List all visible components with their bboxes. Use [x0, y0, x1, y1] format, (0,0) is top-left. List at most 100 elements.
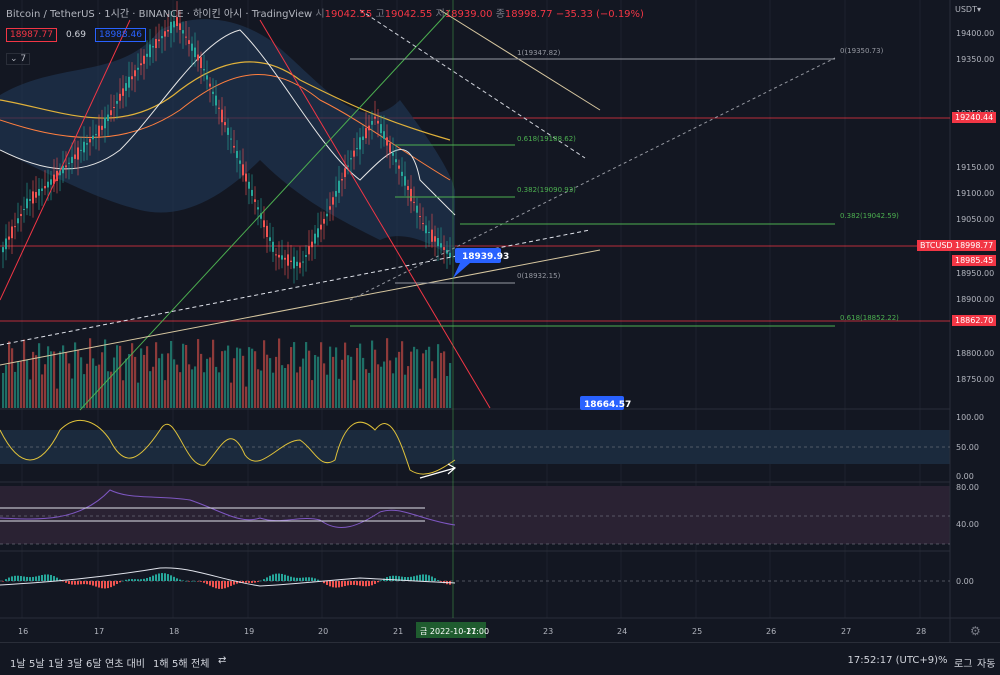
volume-bar: [371, 340, 374, 408]
macd-bar: [131, 579, 133, 581]
volume-bar: [320, 342, 323, 408]
candle: [419, 215, 421, 217]
osc2-tick: 80.00: [956, 483, 979, 492]
macd-bar: [203, 581, 205, 583]
volume-bar: [341, 359, 344, 408]
candle: [293, 256, 295, 269]
macd-bar: [200, 581, 202, 582]
candle: [425, 225, 427, 234]
volume-bar: [254, 351, 257, 408]
volume-bar: [32, 351, 35, 408]
date-range-icon[interactable]: ⇄: [218, 655, 227, 666]
macd-bar: [134, 579, 136, 581]
volume-bar: [65, 352, 68, 408]
sell-chip[interactable]: 18987.77: [6, 28, 57, 42]
buy-chip[interactable]: 18988.46: [95, 28, 146, 42]
candle: [113, 106, 115, 109]
volume-bar: [359, 343, 362, 408]
candle: [29, 199, 31, 201]
macd-bar: [281, 573, 283, 581]
macd-bar: [410, 576, 412, 581]
macd-bar: [224, 581, 226, 589]
macd-bar: [191, 580, 193, 582]
close-label: 종: [495, 9, 505, 20]
auto-toggle[interactable]: 자동: [977, 659, 996, 670]
candle: [275, 254, 277, 256]
candle: [14, 226, 16, 228]
log-toggle[interactable]: 로그: [954, 659, 973, 670]
candle: [350, 158, 352, 160]
candle: [41, 188, 43, 191]
volume-bar: [113, 357, 116, 408]
timeframe-button[interactable]: 연초 대비: [105, 659, 145, 670]
trend-green[interactable]: [79, 9, 451, 411]
candle: [65, 165, 67, 168]
timeframe-button[interactable]: 3달: [67, 659, 83, 670]
macd-bar: [425, 574, 427, 581]
percent-toggle[interactable]: %: [938, 655, 948, 666]
volume-bar: [26, 359, 29, 408]
settings-gear-icon[interactable]: ⚙: [970, 624, 981, 638]
macd-bar: [371, 581, 373, 586]
candle: [92, 135, 94, 140]
trend-red-1[interactable]: [0, 19, 131, 301]
price-tick: 19150.00: [956, 163, 994, 172]
currency-label[interactable]: USDT▾: [955, 5, 981, 14]
volume-bar: [347, 355, 350, 408]
timeframe-button[interactable]: 5날: [29, 659, 45, 670]
symbol-title[interactable]: Bitcoin / TetherUS · 1시간 · BINANCE · 하이킨…: [6, 9, 313, 20]
macd-bar: [221, 581, 223, 589]
volume-bar: [266, 354, 269, 408]
macd-bar: [86, 581, 88, 585]
timeframe-button[interactable]: 1달: [48, 659, 64, 670]
candle: [347, 165, 349, 167]
candle: [434, 236, 436, 242]
candle: [254, 199, 256, 202]
trend-red-2[interactable]: [259, 19, 491, 409]
time-tick: 17: [94, 627, 104, 636]
main-chart-svg[interactable]: 1(19347.82) 0(19350.73) 0.618(19188.62) …: [0, 0, 1000, 642]
volume-bar: [353, 380, 356, 408]
candle: [158, 39, 160, 42]
candle: [212, 91, 214, 94]
candle: [89, 138, 91, 143]
macd-bar: [317, 579, 319, 581]
volume-bar: [158, 358, 161, 408]
macd-bar: [5, 579, 7, 581]
fib-label-0-top: 0(19350.73): [840, 47, 884, 55]
macd-bar: [8, 577, 10, 581]
trend-beige[interactable]: [0, 249, 601, 366]
volume-bar: [407, 366, 410, 408]
candle: [59, 170, 61, 176]
candle: [77, 147, 79, 160]
collapse-indicators-button[interactable]: ⌄ 7: [6, 53, 31, 65]
timeframe-button[interactable]: 5해: [172, 659, 188, 670]
candle: [74, 154, 76, 159]
macd-bar: [389, 576, 391, 581]
volume-bar: [143, 354, 146, 408]
volume-bar: [50, 351, 53, 408]
macd-bar: [50, 574, 52, 581]
timeframe-button[interactable]: 6달: [86, 659, 102, 670]
candle: [53, 174, 55, 184]
trend-grey-dashed[interactable]: [349, 57, 836, 301]
trend-dashed-down[interactable]: [359, 9, 586, 159]
volume-bar: [233, 358, 236, 408]
candle: [155, 39, 157, 49]
trend-beige-down[interactable]: [439, 9, 601, 111]
price-tick: 19400.00: [956, 29, 994, 38]
volume-bar: [245, 386, 248, 408]
macd-bar: [242, 581, 244, 583]
candle: [50, 179, 52, 185]
timeframe-button[interactable]: 전체: [191, 659, 210, 670]
timeframe-button[interactable]: 1날: [10, 659, 26, 670]
fib-label-0618: 0.618(19188.62): [517, 135, 576, 143]
volume-bar: [29, 379, 32, 408]
volume-bar: [344, 342, 347, 408]
open-value: 19042.55: [324, 9, 373, 20]
candle: [413, 201, 415, 203]
timeframe-button[interactable]: 1해: [153, 659, 169, 670]
macd-bar: [137, 579, 139, 581]
volume-bar: [431, 361, 434, 408]
volume-bar: [251, 348, 254, 408]
